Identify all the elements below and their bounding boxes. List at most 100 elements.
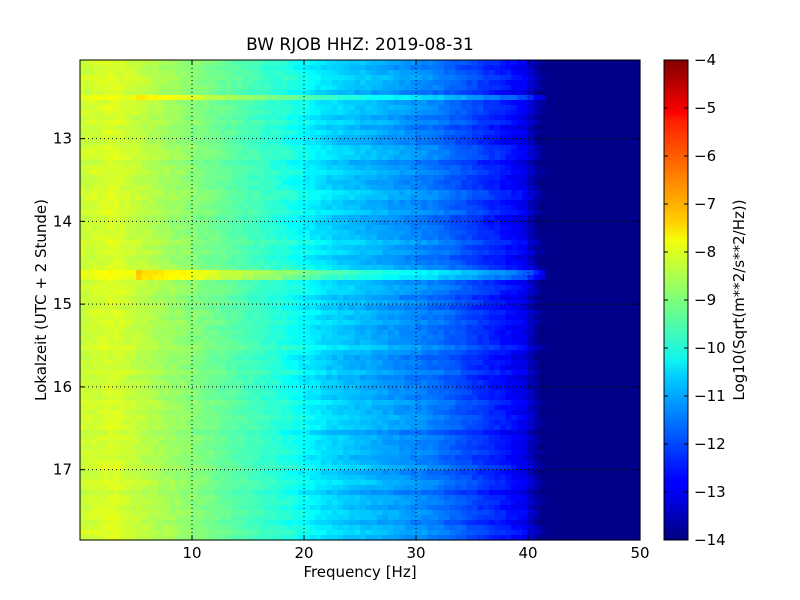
heatmap-cell (119, 65, 126, 71)
heatmap-cell (158, 305, 165, 311)
heatmap-cell (600, 290, 607, 296)
heatmap-cell (147, 205, 154, 211)
heatmap-cell (606, 200, 613, 206)
heatmap-cell (416, 280, 423, 286)
heatmap-cell (276, 245, 283, 251)
heatmap-cell (242, 130, 249, 136)
heatmap-cell (505, 290, 512, 296)
heatmap-cell (315, 170, 322, 176)
heatmap-cell (96, 140, 103, 146)
heatmap-cell (108, 65, 115, 71)
heatmap-cell (550, 145, 557, 151)
heatmap-cell (533, 225, 540, 231)
heatmap-cell (550, 220, 557, 226)
heatmap-cell (130, 225, 137, 231)
heatmap-cell (113, 235, 120, 241)
heatmap-cell (337, 200, 344, 206)
heatmap-cell (85, 185, 92, 191)
heatmap-cell (281, 200, 288, 206)
heatmap-cell (242, 70, 249, 76)
heatmap-cell (522, 75, 529, 81)
heatmap-cell (494, 245, 501, 251)
heatmap-cell (152, 245, 159, 251)
heatmap-cell (80, 225, 87, 231)
heatmap-cell (119, 165, 126, 171)
heatmap-cell (444, 180, 451, 186)
heatmap-cell (208, 240, 215, 246)
heatmap-cell (421, 120, 428, 126)
heatmap-cell (220, 290, 227, 296)
heatmap-cell (466, 70, 473, 76)
heatmap-cell (130, 295, 137, 301)
heatmap-cell (281, 290, 288, 296)
heatmap-cell (214, 240, 221, 246)
heatmap-cell (449, 170, 456, 176)
heatmap-cell (522, 100, 529, 106)
heatmap-cell (488, 270, 495, 276)
heatmap-cell (500, 140, 507, 146)
heatmap-cell (589, 195, 596, 201)
heatmap-cell (124, 230, 131, 236)
heatmap-cell (326, 210, 333, 216)
heatmap-cell (259, 75, 266, 81)
heatmap-cell (472, 225, 479, 231)
heatmap-cell (292, 275, 299, 281)
heatmap-cell (91, 205, 98, 211)
heatmap-cell (544, 65, 551, 71)
heatmap-cell (225, 295, 232, 301)
heatmap-cell (466, 180, 473, 186)
heatmap-cell (158, 145, 165, 151)
heatmap-cell (298, 170, 305, 176)
heatmap-cell (264, 60, 271, 66)
heatmap-cell (505, 295, 512, 301)
heatmap-cell (242, 305, 249, 311)
heatmap-cell (516, 300, 523, 306)
heatmap-cell (281, 100, 288, 106)
heatmap-cell (466, 80, 473, 86)
heatmap-cell (130, 265, 137, 271)
heatmap-cell (595, 95, 602, 101)
heatmap-cell (169, 135, 176, 141)
heatmap-cell (197, 145, 204, 151)
heatmap-cell (264, 205, 271, 211)
heatmap-cell (309, 245, 316, 251)
heatmap-cell (169, 160, 176, 166)
heatmap-cell (264, 150, 271, 156)
heatmap-cell (152, 145, 159, 151)
heatmap-cell (572, 85, 579, 91)
heatmap-cell (169, 215, 176, 221)
heatmap-cell (466, 155, 473, 161)
heatmap-cell (634, 145, 641, 151)
heatmap-cell (360, 115, 367, 121)
heatmap-cell (544, 85, 551, 91)
heatmap-cell (410, 135, 417, 141)
heatmap-cell (259, 160, 266, 166)
heatmap-cell (393, 255, 400, 261)
heatmap-cell (85, 235, 92, 241)
heatmap-cell (539, 255, 546, 261)
heatmap-cell (544, 70, 551, 76)
heatmap-cell (371, 185, 378, 191)
heatmap-cell (483, 155, 490, 161)
heatmap-cell (421, 115, 428, 121)
heatmap-cell (516, 250, 523, 256)
heatmap-cell (399, 100, 406, 106)
heatmap-cell (455, 90, 462, 96)
heatmap-cell (578, 115, 585, 121)
heatmap-cell (136, 90, 143, 96)
heatmap-cell (276, 75, 283, 81)
heatmap-cell (175, 265, 182, 271)
heatmap-cell (203, 205, 210, 211)
heatmap-cell (544, 215, 551, 221)
heatmap-cell (511, 200, 518, 206)
heatmap-cell (192, 250, 199, 256)
heatmap-cell (528, 245, 535, 251)
heatmap-cell (292, 110, 299, 116)
heatmap-cell (315, 195, 322, 201)
heatmap-cell (197, 105, 204, 111)
heatmap-cell (449, 80, 456, 86)
heatmap-cell (393, 260, 400, 266)
heatmap-cell (460, 90, 467, 96)
heatmap-cell (606, 190, 613, 196)
heatmap-cell (208, 250, 215, 256)
